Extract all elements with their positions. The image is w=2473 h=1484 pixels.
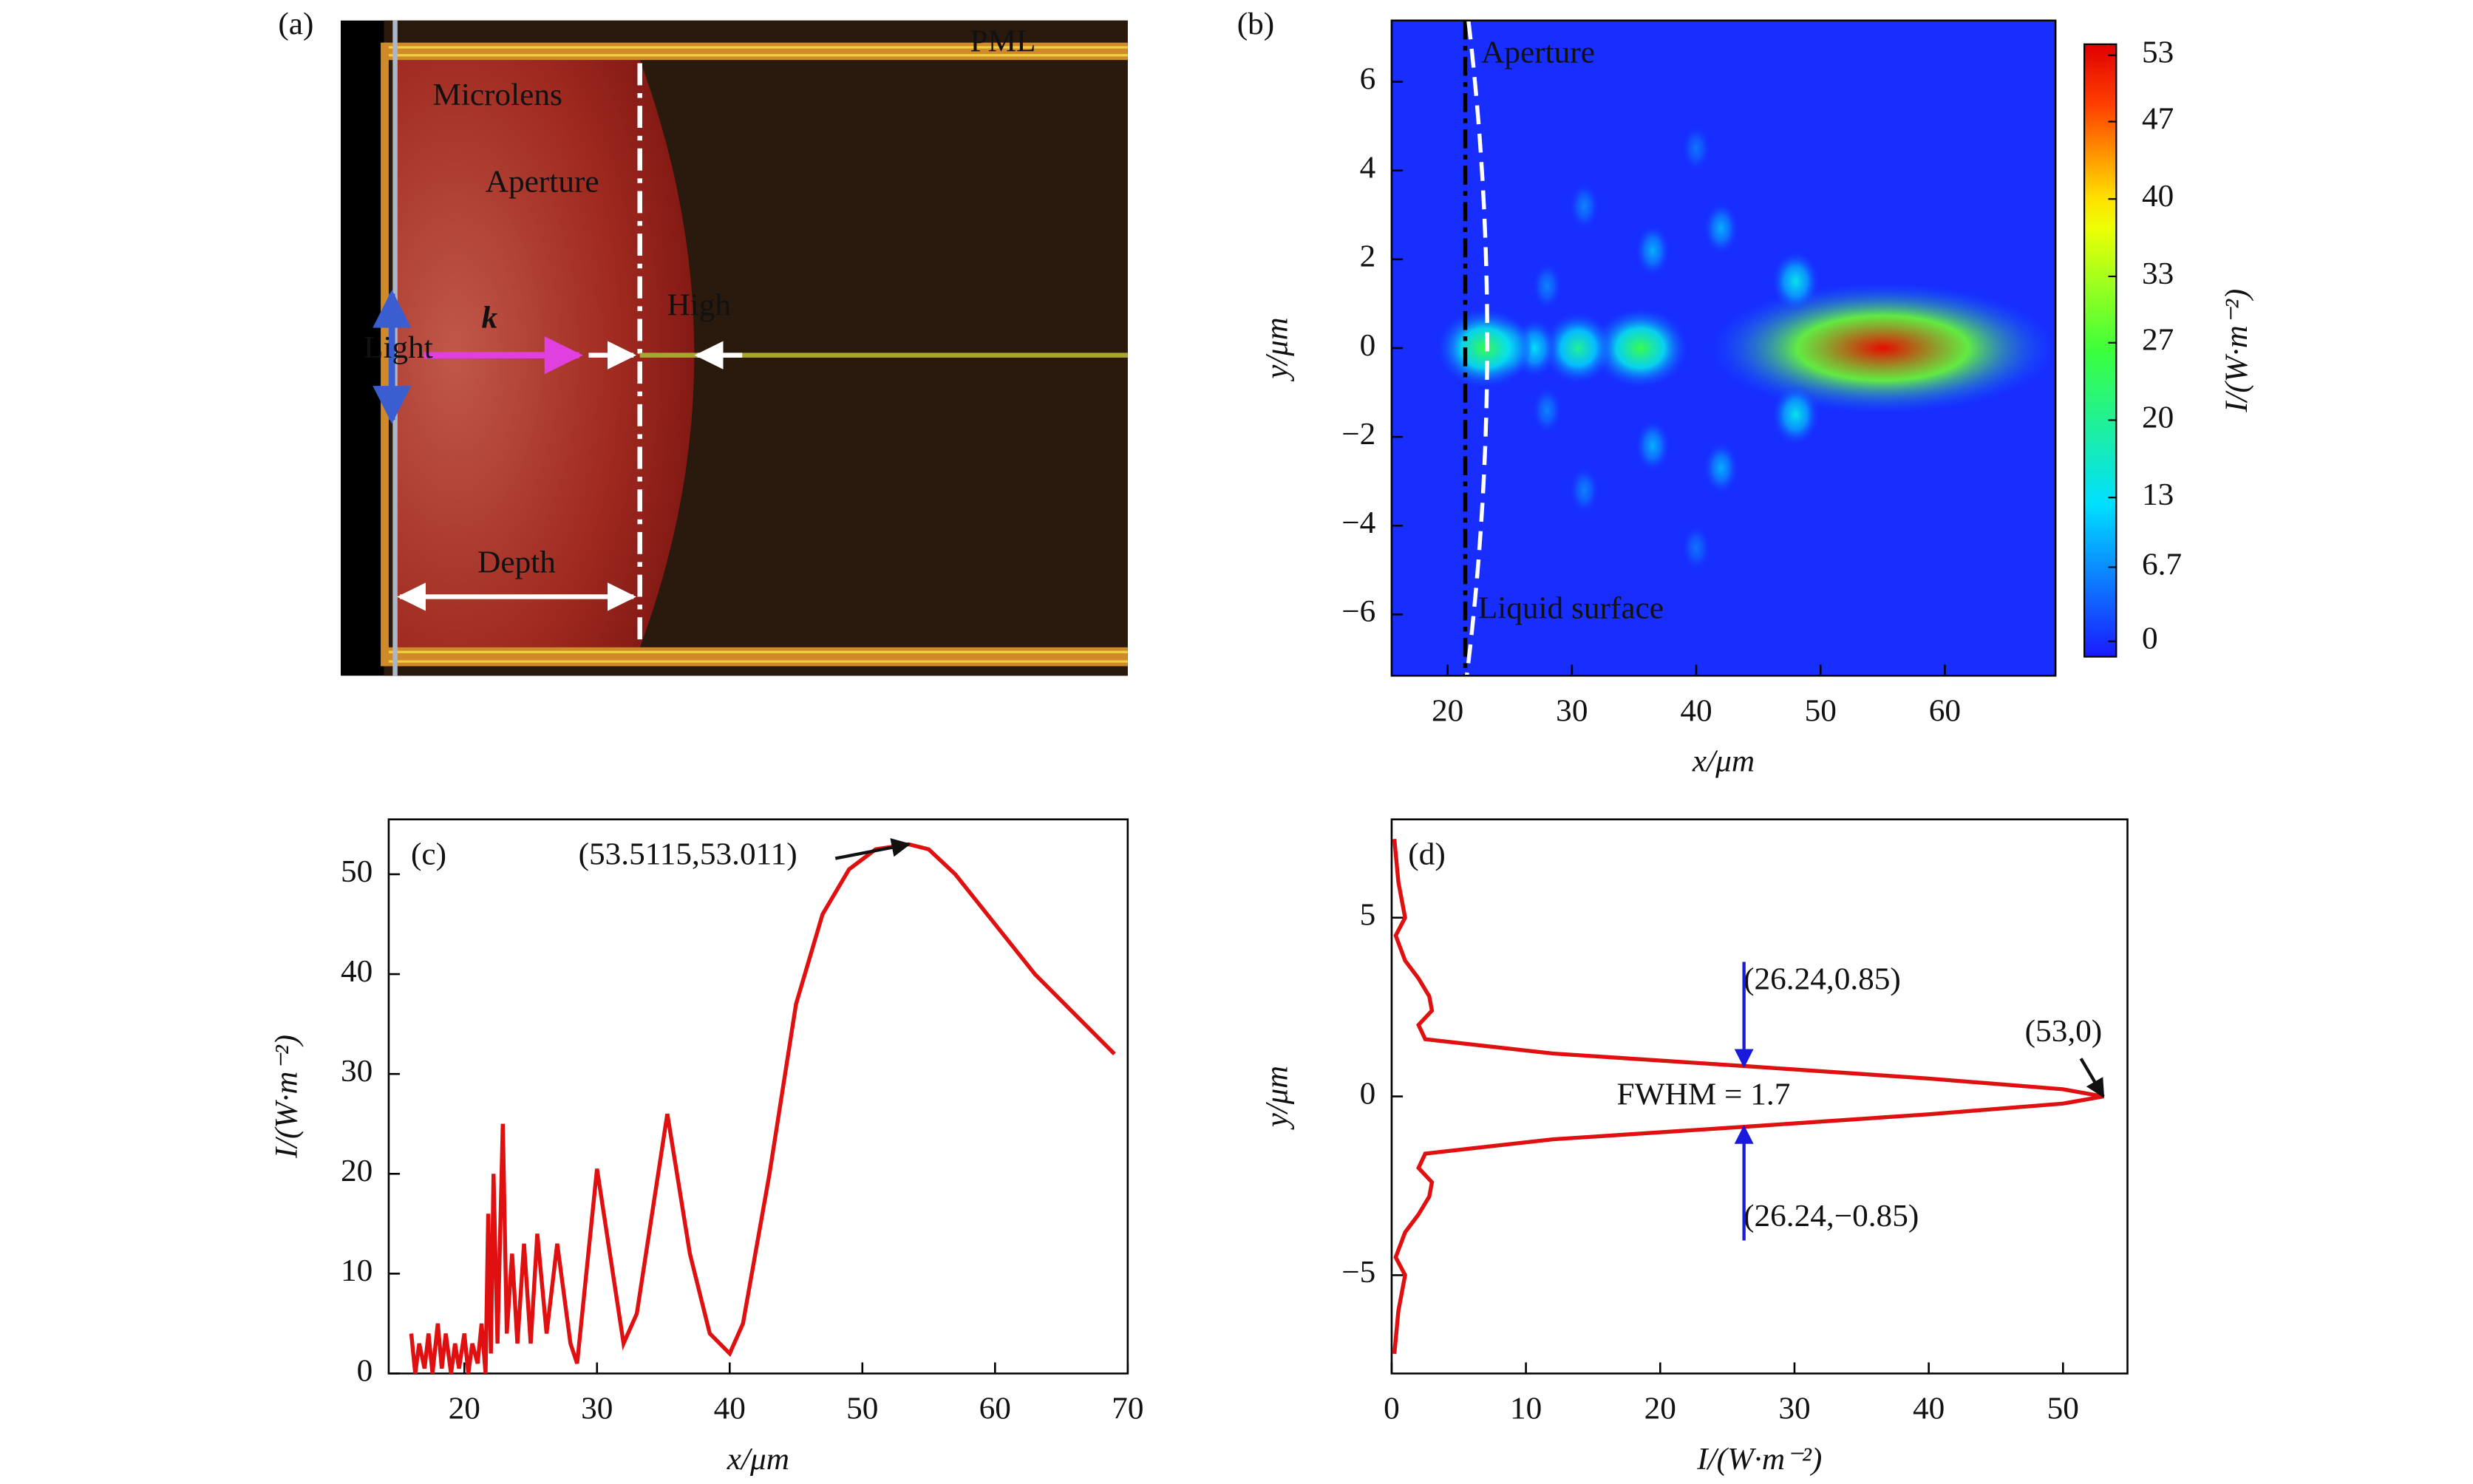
heatmap-spot bbox=[1704, 202, 1738, 254]
panel-label: (d) bbox=[1408, 837, 1445, 872]
annotation-arrow bbox=[2079, 1058, 2105, 1098]
y-tick-label: 30 bbox=[341, 1054, 373, 1089]
heatmap-spot bbox=[1682, 126, 1710, 171]
y-tick-label: −6 bbox=[1341, 594, 1375, 629]
diagram-label: PML bbox=[970, 24, 1036, 59]
annotation: (26.24,0.85) bbox=[1744, 962, 1901, 997]
heatmap-spot bbox=[1570, 183, 1599, 230]
colorbar-tick-label: 13 bbox=[2142, 477, 2174, 512]
panel-label: (b) bbox=[1237, 7, 1274, 41]
colorbar-tick-label: 47 bbox=[2142, 102, 2174, 137]
heatmap-spot bbox=[1682, 525, 1710, 571]
x-tick-label: 40 bbox=[1680, 694, 1712, 729]
x-tick-label: 20 bbox=[449, 1392, 480, 1426]
y-tick-label: 0 bbox=[357, 1354, 373, 1389]
y-tick-label: 5 bbox=[1360, 898, 1376, 933]
y-axis-label: y/μm bbox=[1259, 1066, 1294, 1130]
line-series bbox=[409, 842, 1116, 1374]
colorbar-tick-label: 6.7 bbox=[2142, 548, 2182, 582]
annotation: Aperture bbox=[1481, 35, 1595, 70]
panel-a-schematic bbox=[340, 20, 1128, 676]
diagram-label: Light bbox=[364, 330, 433, 365]
y-tick-label: 10 bbox=[341, 1253, 373, 1288]
heatmap-spot bbox=[1772, 251, 1820, 312]
y-tick-label: 50 bbox=[341, 854, 373, 889]
x-axis-label: x/μm bbox=[1692, 744, 1755, 779]
colorbar-tick-label: 20 bbox=[2142, 401, 2174, 435]
diagram-label: Depth bbox=[477, 545, 556, 580]
heatmap bbox=[1437, 20, 2054, 676]
heatmap-spot bbox=[1437, 307, 1533, 389]
annotation: FWHM = 1.7 bbox=[1617, 1078, 1791, 1112]
annotation-arrow bbox=[834, 838, 911, 860]
y-tick-label: 0 bbox=[1360, 328, 1376, 363]
x-tick-label: 50 bbox=[846, 1392, 878, 1426]
panel-label: (c) bbox=[411, 837, 446, 872]
x-tick-label: 20 bbox=[1644, 1392, 1676, 1426]
x-tick-label: 50 bbox=[2047, 1392, 2079, 1426]
heatmap-spot bbox=[1532, 262, 1562, 310]
colorbar bbox=[2083, 43, 2117, 658]
diagram-label: Aperture bbox=[486, 165, 599, 200]
x-tick-label: 70 bbox=[1112, 1392, 1143, 1426]
x-tick-label: 60 bbox=[1929, 694, 1961, 729]
colorbar-tick-label: 33 bbox=[2142, 256, 2174, 291]
colorbar-tick-label: 40 bbox=[2142, 179, 2174, 214]
x-axis-label: I/(W·m⁻²) bbox=[1696, 1442, 1822, 1477]
heatmap-spot bbox=[1592, 307, 1688, 389]
y-tick-label: 0 bbox=[1360, 1077, 1376, 1112]
diagram-label: k bbox=[481, 301, 497, 336]
y-axis-label: y/μm bbox=[1259, 317, 1294, 381]
annotation: Liquid surface bbox=[1478, 591, 1664, 626]
y-tick-label: −2 bbox=[1341, 417, 1375, 452]
plot-frame bbox=[387, 818, 1129, 1375]
annotation: (53,0) bbox=[2025, 1014, 2103, 1049]
x-tick-label: 20 bbox=[1432, 694, 1463, 729]
x-tick-label: 10 bbox=[1510, 1392, 1542, 1426]
y-axis-label: I/(W·m⁻²) bbox=[269, 1035, 304, 1159]
x-axis-label: x/μm bbox=[727, 1442, 789, 1477]
heatmap-spot bbox=[1711, 283, 2054, 413]
colorbar-label: I/(W·m⁻²) bbox=[2219, 289, 2254, 413]
y-tick-label: −4 bbox=[1341, 506, 1375, 540]
y-tick-label: −5 bbox=[1341, 1255, 1375, 1290]
y-tick-label: 6 bbox=[1360, 62, 1376, 97]
panel-label: (a) bbox=[278, 7, 313, 41]
x-tick-label: 60 bbox=[979, 1392, 1011, 1426]
annotation: (53.5115,53.011) bbox=[579, 837, 797, 872]
y-tick-label: 40 bbox=[341, 954, 373, 989]
x-tick-label: 50 bbox=[1805, 694, 1837, 729]
annotation: (26.24,−0.85) bbox=[1744, 1199, 1919, 1233]
heatmap-spot bbox=[1704, 442, 1738, 494]
y-tick-label: 20 bbox=[341, 1154, 373, 1188]
diagram-label: Microlens bbox=[432, 78, 562, 112]
heatmap-spot bbox=[1636, 225, 1670, 276]
colorbar-tick-label: 27 bbox=[2142, 323, 2174, 358]
liquid-surface-line bbox=[1464, 20, 1489, 676]
heatmap-spot bbox=[1636, 420, 1670, 472]
x-tick-label: 30 bbox=[581, 1392, 613, 1426]
heatmap-spot bbox=[1532, 387, 1562, 434]
diagram-label: High bbox=[667, 288, 732, 323]
heatmap-spot bbox=[1772, 384, 1820, 445]
x-tick-label: 0 bbox=[1384, 1392, 1400, 1426]
heatmap-spot bbox=[1542, 312, 1613, 384]
y-tick-label: 4 bbox=[1360, 151, 1376, 186]
x-tick-label: 30 bbox=[1778, 1392, 1810, 1426]
x-tick-label: 40 bbox=[1913, 1392, 1945, 1426]
x-tick-label: 40 bbox=[714, 1392, 746, 1426]
x-tick-label: 30 bbox=[1556, 694, 1588, 729]
heatmap-spot bbox=[1570, 466, 1599, 514]
colorbar-tick-label: 0 bbox=[2142, 622, 2158, 656]
y-tick-label: 2 bbox=[1360, 239, 1376, 274]
colorbar-tick-label: 53 bbox=[2142, 35, 2174, 70]
